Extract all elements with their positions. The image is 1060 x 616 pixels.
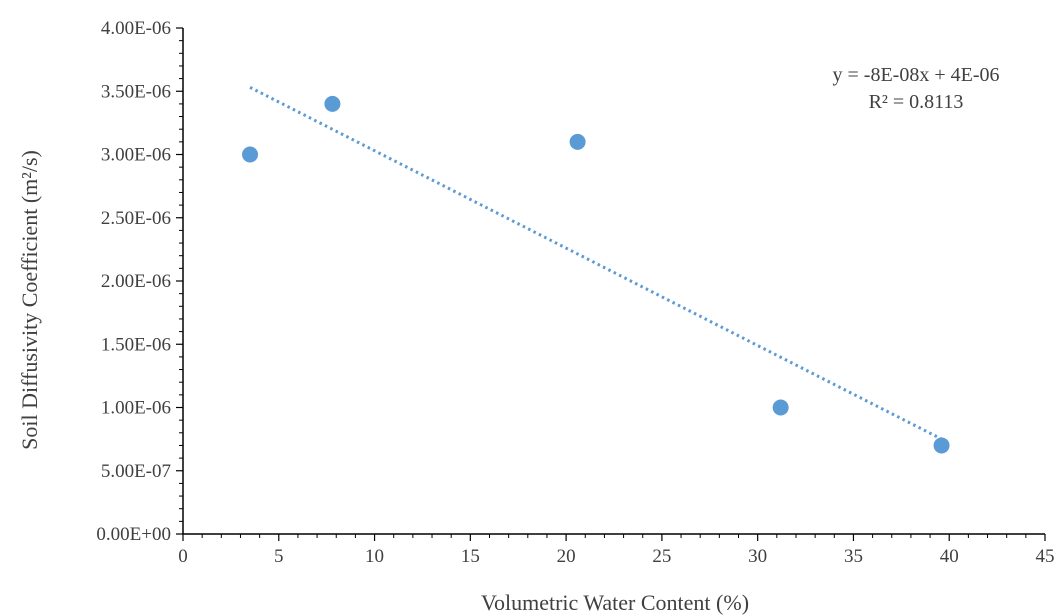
y-tick-label: 1.50E-06 xyxy=(101,334,171,355)
data-point xyxy=(933,437,950,454)
y-tick-label: 1.00E-06 xyxy=(101,398,171,419)
x-tick-label: 5 xyxy=(274,546,284,567)
y-tick-label: 0.00E+00 xyxy=(96,524,171,545)
x-tick-label: 35 xyxy=(844,546,863,567)
data-point xyxy=(242,146,259,163)
data-point xyxy=(772,399,789,416)
data-point xyxy=(569,133,586,150)
y-axis-ticks: 0.00E+00 5.00E-07 1.00E-06 1.50E-06 2.00E-06… xyxy=(96,18,183,545)
y-tick-label: 2.50E-06 xyxy=(101,208,171,229)
trendline-equation: y = -8E-08x + 4E-06 xyxy=(833,64,1000,86)
x-tick-label: 15 xyxy=(461,546,480,567)
trendline-layer xyxy=(249,86,943,441)
data-point xyxy=(324,95,341,112)
y-tick-label: 4.00E-06 xyxy=(101,18,171,39)
y-axis-title: Soil Diffusivity Coefficient (m²/s) xyxy=(17,150,42,450)
data-points xyxy=(242,95,950,454)
x-axis-title: Volumetric Water Content (%) xyxy=(481,590,749,615)
x-tick-label: 10 xyxy=(365,546,384,567)
x-tick-label: 45 xyxy=(1036,546,1055,567)
x-tick-label: 25 xyxy=(652,546,671,567)
y-tick-label: 5.00E-07 xyxy=(101,461,171,482)
x-axis-ticks: 0 5 10 15 20 25 30 35 40 45 xyxy=(178,534,1055,567)
trendline-r-squared: R² = 0.8113 xyxy=(869,91,964,113)
x-tick-label: 40 xyxy=(940,546,959,567)
x-tick-label: 30 xyxy=(748,546,767,567)
y-tick-label: 2.00E-06 xyxy=(101,271,171,292)
y-tick-label: 3.00E-06 xyxy=(101,145,171,166)
y-tick-label: 3.50E-06 xyxy=(101,81,171,102)
x-tick-label: 0 xyxy=(178,546,188,567)
trendline xyxy=(249,86,943,441)
x-tick-label: 20 xyxy=(557,546,576,567)
